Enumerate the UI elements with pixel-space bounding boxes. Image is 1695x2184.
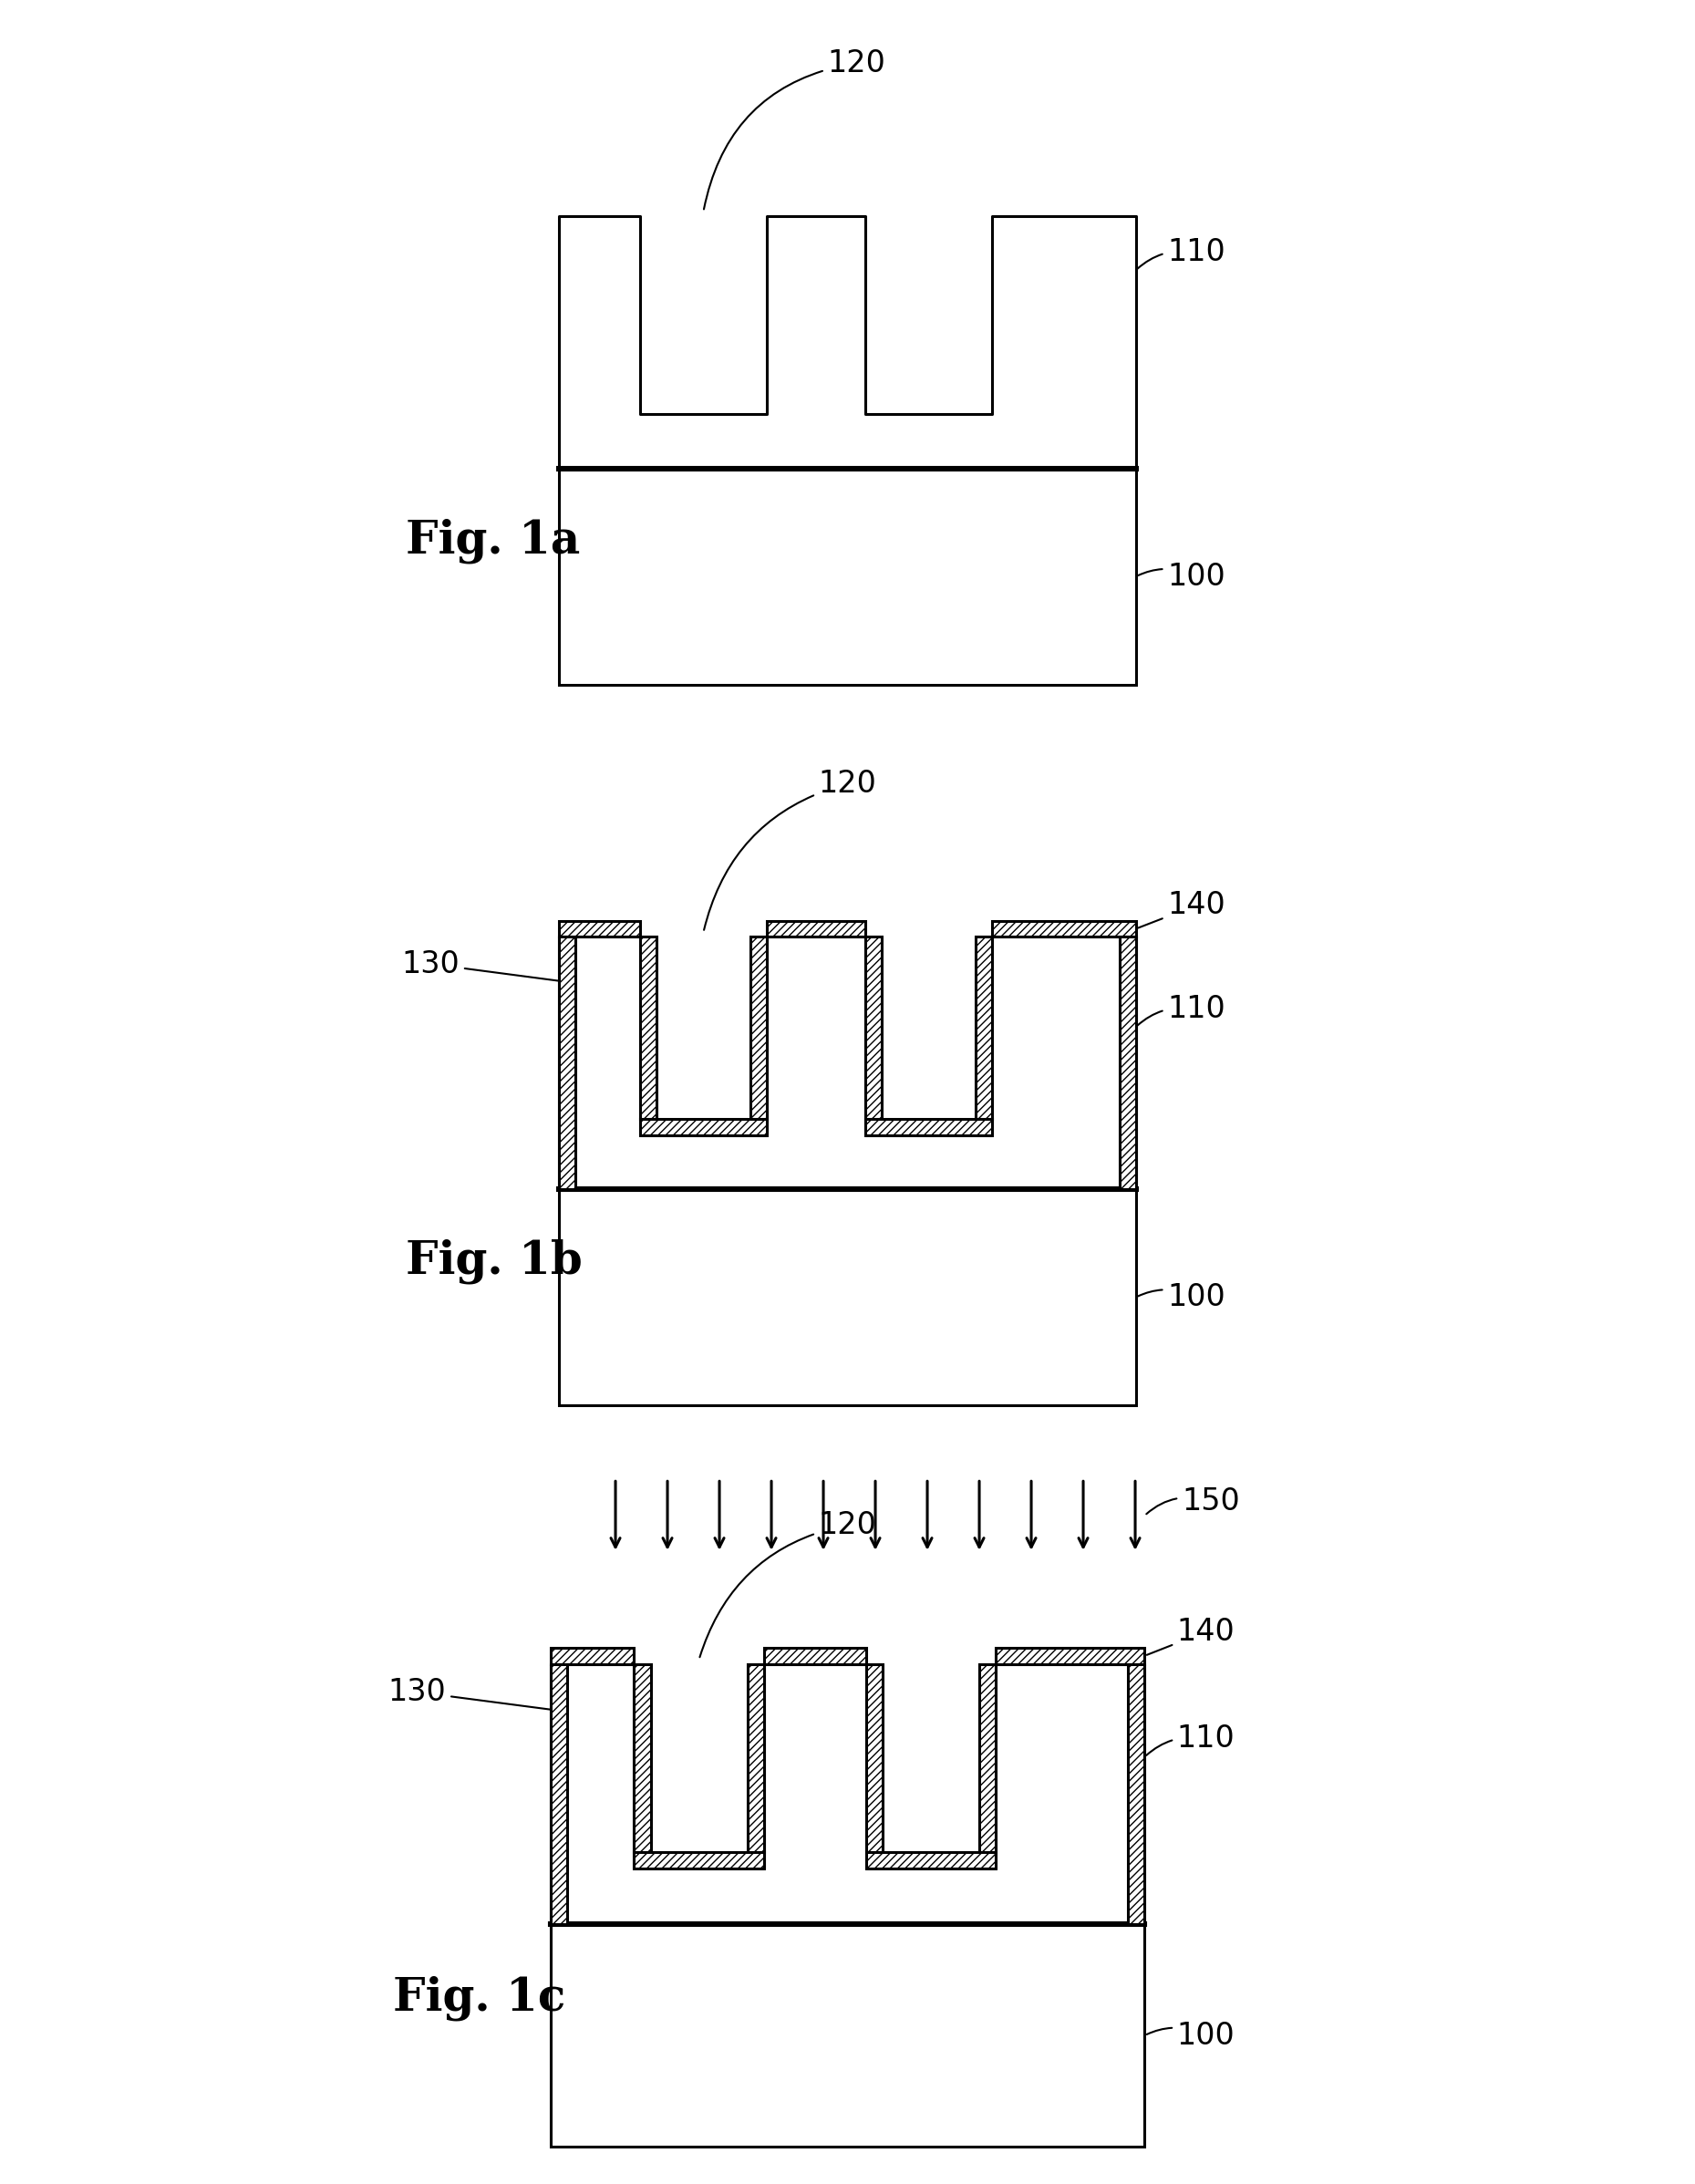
- Text: 100: 100: [1148, 2020, 1236, 2051]
- Bar: [747, 1664, 764, 1852]
- Text: 120: 120: [700, 1509, 876, 1658]
- Bar: [551, 1647, 634, 1664]
- Text: 110: 110: [1137, 994, 1225, 1024]
- Bar: [559, 1188, 1136, 1406]
- Bar: [641, 1118, 766, 1136]
- Bar: [866, 1118, 992, 1136]
- Text: Fig. 1c: Fig. 1c: [393, 1977, 566, 2020]
- Bar: [764, 1647, 866, 1664]
- Bar: [641, 937, 656, 1118]
- Bar: [751, 937, 766, 1118]
- Text: Fig. 1b: Fig. 1b: [407, 1238, 583, 1284]
- Bar: [766, 922, 866, 937]
- Bar: [992, 922, 1136, 937]
- Polygon shape: [559, 937, 1136, 1188]
- Bar: [997, 1647, 1144, 1664]
- Bar: [975, 937, 992, 1118]
- Bar: [559, 937, 576, 1188]
- Bar: [559, 467, 1136, 686]
- Bar: [866, 937, 881, 1118]
- Bar: [551, 1664, 568, 1924]
- Text: 120: 120: [703, 48, 885, 210]
- Text: 140: 140: [1137, 891, 1225, 928]
- Text: 100: 100: [1137, 561, 1225, 592]
- Text: 100: 100: [1137, 1282, 1225, 1313]
- Text: 110: 110: [1146, 1723, 1236, 1756]
- Text: 140: 140: [1148, 1616, 1236, 1655]
- Text: 110: 110: [1137, 238, 1225, 269]
- Bar: [559, 922, 641, 937]
- Text: 130: 130: [402, 948, 564, 981]
- Bar: [551, 1924, 1144, 2147]
- Bar: [866, 1664, 883, 1852]
- Polygon shape: [551, 1664, 1144, 1924]
- Bar: [1127, 1664, 1144, 1924]
- Bar: [634, 1664, 651, 1852]
- Bar: [866, 1852, 997, 1870]
- Bar: [1119, 937, 1136, 1188]
- Text: 150: 150: [1146, 1487, 1239, 1518]
- Text: Fig. 1a: Fig. 1a: [407, 518, 580, 563]
- Polygon shape: [559, 216, 1136, 467]
- Bar: [980, 1664, 997, 1852]
- Text: 120: 120: [703, 769, 876, 930]
- Text: 130: 130: [388, 1677, 556, 1710]
- Bar: [634, 1852, 764, 1870]
